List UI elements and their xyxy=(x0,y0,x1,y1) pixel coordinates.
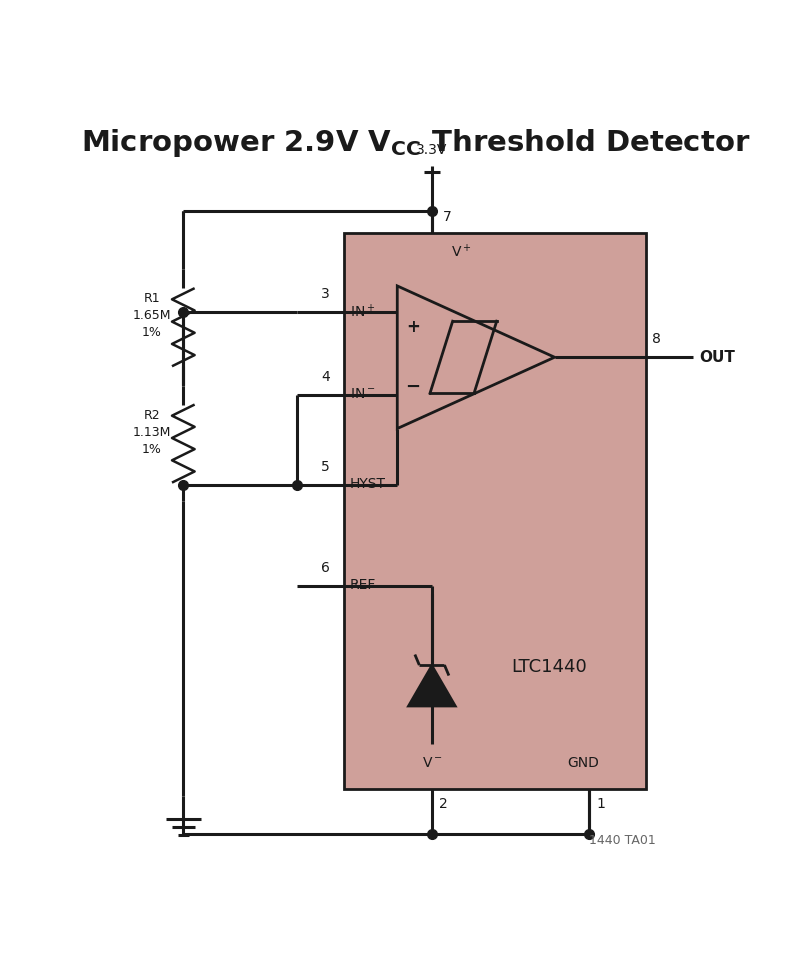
Text: GND: GND xyxy=(566,757,599,770)
Text: 2: 2 xyxy=(439,797,448,811)
Text: R1
1.65M
1%: R1 1.65M 1% xyxy=(132,292,171,339)
Text: LTC1440: LTC1440 xyxy=(511,658,586,676)
Text: −: − xyxy=(405,378,420,396)
Text: 7: 7 xyxy=(443,210,452,223)
Bar xyxy=(343,233,645,789)
Text: IN$^-$: IN$^-$ xyxy=(350,387,375,401)
Text: V$^+$: V$^+$ xyxy=(450,244,470,260)
Text: 4: 4 xyxy=(321,370,329,383)
Text: 3: 3 xyxy=(321,287,329,301)
Text: 1: 1 xyxy=(596,797,605,811)
Text: 1440 TA01: 1440 TA01 xyxy=(588,834,654,846)
Text: 3.3V: 3.3V xyxy=(416,142,447,157)
Text: 5: 5 xyxy=(321,459,329,474)
Text: +: + xyxy=(406,318,419,336)
Text: 6: 6 xyxy=(320,561,329,575)
Text: REF: REF xyxy=(350,578,376,593)
Text: Micropower 2.9V V$_{\mathbf{CC}}$ Threshold Detector: Micropower 2.9V V$_{\mathbf{CC}}$ Thresh… xyxy=(81,128,750,159)
Polygon shape xyxy=(407,665,455,706)
Text: IN$^+$: IN$^+$ xyxy=(350,303,375,320)
Text: OUT: OUT xyxy=(698,350,734,365)
Polygon shape xyxy=(397,286,554,429)
Text: V$^-$: V$^-$ xyxy=(421,757,442,770)
Text: HYST: HYST xyxy=(350,477,385,491)
Text: 8: 8 xyxy=(651,332,660,346)
Text: R2
1.13M
1%: R2 1.13M 1% xyxy=(132,409,171,456)
